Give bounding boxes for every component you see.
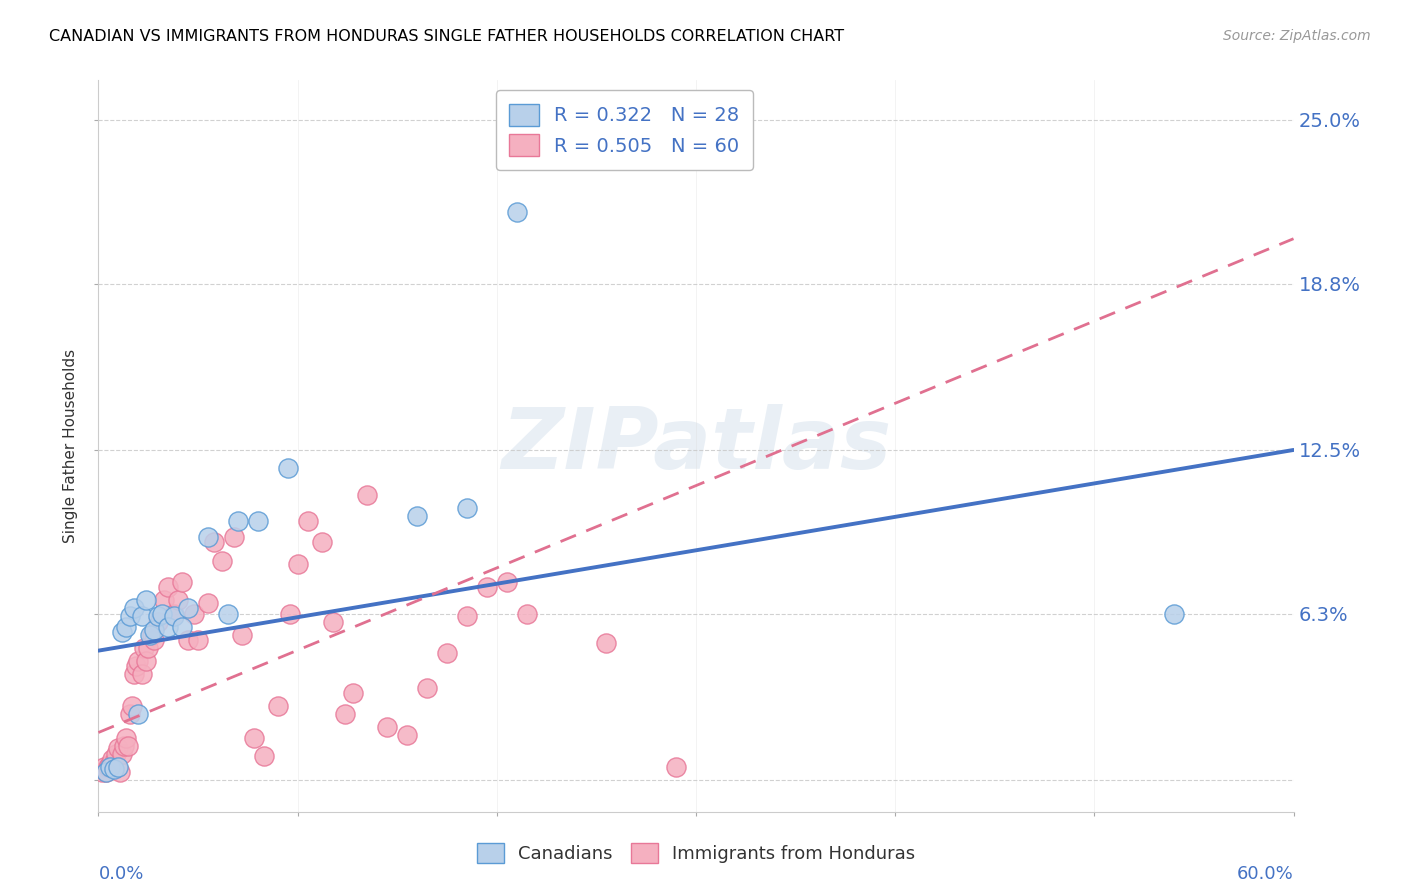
Point <box>177 601 200 615</box>
Point <box>103 763 125 777</box>
Text: 0.0%: 0.0% <box>98 864 143 882</box>
Point <box>297 514 319 528</box>
Point <box>143 623 166 637</box>
Point <box>163 609 186 624</box>
Text: ZIPatlas: ZIPatlas <box>501 404 891 488</box>
Point <box>110 765 132 780</box>
Point <box>226 514 249 528</box>
Point <box>153 593 176 607</box>
Point <box>135 654 157 668</box>
Point <box>96 765 118 780</box>
Point <box>253 749 276 764</box>
Point <box>157 580 180 594</box>
Point <box>157 620 180 634</box>
Point <box>495 574 517 589</box>
Point <box>107 741 129 756</box>
Point <box>134 640 156 655</box>
Point <box>141 628 163 642</box>
Point <box>211 554 233 568</box>
Point <box>243 731 266 745</box>
Legend: Canadians, Immigrants from Honduras: Canadians, Immigrants from Honduras <box>468 834 924 872</box>
Point <box>187 633 209 648</box>
Point <box>287 557 309 571</box>
Point <box>101 752 124 766</box>
Point <box>105 747 128 761</box>
Point <box>202 535 225 549</box>
Point <box>163 607 186 621</box>
Point <box>93 760 115 774</box>
Point <box>356 488 378 502</box>
Point <box>131 667 153 681</box>
Point <box>103 755 125 769</box>
Point <box>115 620 138 634</box>
Point <box>278 607 301 621</box>
Point <box>107 760 129 774</box>
Point <box>231 628 253 642</box>
Point <box>267 699 290 714</box>
Point <box>516 607 538 621</box>
Point <box>136 640 159 655</box>
Point <box>322 615 344 629</box>
Point <box>197 530 219 544</box>
Point <box>112 739 135 753</box>
Point <box>456 609 478 624</box>
Point <box>436 646 458 660</box>
Point <box>111 625 134 640</box>
Point <box>91 765 114 780</box>
Text: CANADIAN VS IMMIGRANTS FROM HONDURAS SINGLE FATHER HOUSEHOLDS CORRELATION CHART: CANADIAN VS IMMIGRANTS FROM HONDURAS SIN… <box>49 29 845 44</box>
Point <box>177 633 200 648</box>
Point <box>311 535 333 549</box>
Point <box>396 728 419 742</box>
Point <box>375 720 398 734</box>
Point <box>172 574 194 589</box>
Point <box>246 514 269 528</box>
Point <box>416 681 439 695</box>
Point <box>111 747 134 761</box>
Point <box>595 636 617 650</box>
Point <box>506 205 529 219</box>
Point <box>197 596 219 610</box>
Point <box>115 731 138 745</box>
Point <box>96 765 118 780</box>
Point <box>121 699 143 714</box>
Point <box>125 659 148 673</box>
Point <box>167 593 190 607</box>
Point <box>98 757 122 772</box>
Point <box>120 609 142 624</box>
Point <box>183 607 205 621</box>
Point <box>342 686 364 700</box>
Point <box>124 601 146 615</box>
Point <box>139 628 162 642</box>
Point <box>150 607 173 621</box>
Point <box>117 739 139 753</box>
Point <box>1163 607 1185 621</box>
Point <box>222 530 245 544</box>
Y-axis label: Single Father Households: Single Father Households <box>63 349 79 543</box>
Point <box>148 615 170 629</box>
Point <box>120 706 142 721</box>
Point <box>277 461 299 475</box>
Point <box>172 620 194 634</box>
Point <box>148 609 170 624</box>
Point <box>127 654 149 668</box>
Point <box>665 760 688 774</box>
Point <box>217 607 239 621</box>
Point <box>127 706 149 721</box>
Point <box>456 501 478 516</box>
Point <box>131 609 153 624</box>
Point <box>335 706 357 721</box>
Text: 60.0%: 60.0% <box>1237 864 1294 882</box>
Point <box>406 508 429 523</box>
Point <box>143 633 166 648</box>
Point <box>475 580 498 594</box>
Point <box>124 667 146 681</box>
Text: Source: ZipAtlas.com: Source: ZipAtlas.com <box>1223 29 1371 43</box>
Point <box>135 593 157 607</box>
Point <box>97 760 120 774</box>
Point <box>98 760 122 774</box>
